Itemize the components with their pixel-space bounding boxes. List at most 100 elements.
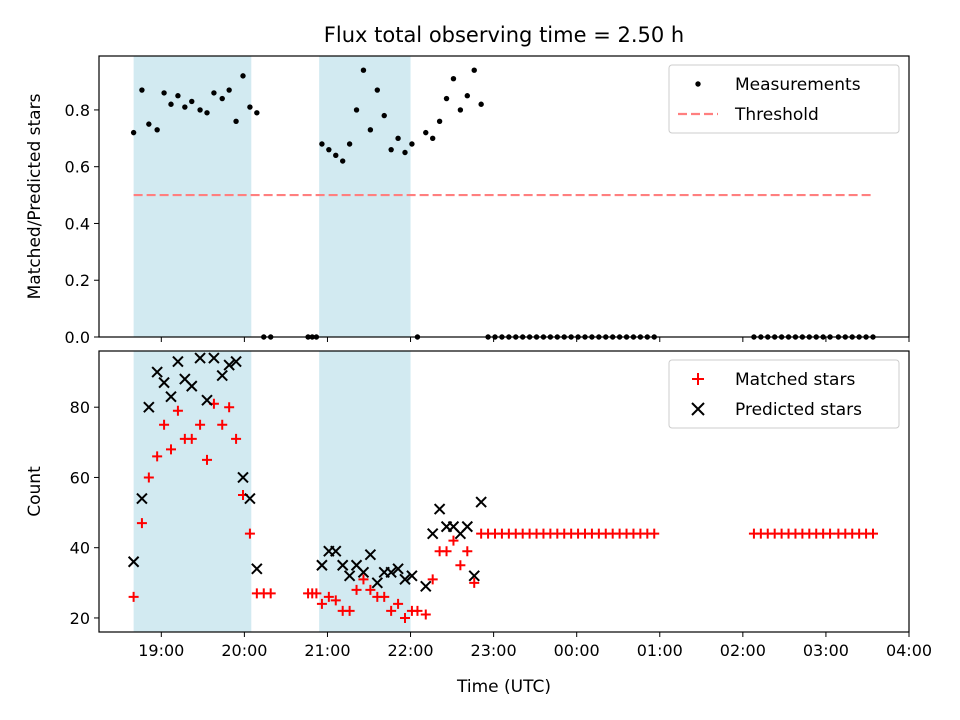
matched-star-point	[195, 419, 206, 430]
measurement-point	[319, 141, 325, 147]
matched-star-point	[469, 577, 480, 588]
predicted-star-point	[316, 559, 328, 571]
x-tick-label: 01:00	[637, 641, 683, 660]
measurement-point	[240, 73, 246, 79]
predicted-star-point	[186, 380, 198, 392]
legend-marker-cross	[691, 402, 705, 416]
legend-label: Matched stars	[735, 370, 855, 390]
x-tick-label: 04:00	[886, 641, 932, 660]
measurement-point	[168, 101, 174, 107]
matched-star-point	[441, 546, 452, 557]
measurement-point	[478, 101, 484, 107]
observing-window-band	[133, 351, 252, 632]
predicted-star-point	[244, 492, 256, 505]
matched-star-point	[427, 574, 438, 585]
matched-star-point	[330, 595, 341, 606]
measurement-point	[464, 93, 471, 99]
matched-star-point	[379, 591, 390, 602]
x-tick-label: 02:00	[720, 641, 766, 660]
predicted-star-point	[392, 563, 404, 575]
matched-star-point	[412, 605, 423, 616]
predicted-star-point	[143, 401, 155, 413]
matched-star-point	[231, 433, 242, 444]
y-tick-label: 40	[70, 539, 90, 558]
predicted-star-point	[194, 352, 206, 364]
measurement-point	[381, 112, 387, 119]
predicted-star-point	[357, 566, 370, 578]
measurement-point	[402, 149, 408, 156]
predicted-star-point	[237, 471, 249, 484]
observing-window-band	[133, 56, 252, 337]
legend-label: Predicted stars	[735, 400, 862, 420]
predicted-star-point	[461, 520, 474, 533]
matched-star-point	[455, 560, 466, 571]
measurement-point	[204, 110, 210, 116]
y-tick-label: 0.6	[65, 158, 90, 177]
predicted-star-point	[336, 559, 349, 571]
matched-star-point	[393, 598, 404, 609]
predicted-star-point	[343, 570, 356, 582]
matched-star-point	[152, 451, 163, 462]
predicted-star-point	[385, 566, 397, 578]
plot-frame	[98, 55, 910, 338]
measurement-point	[326, 146, 332, 153]
matched-star-point	[311, 588, 322, 599]
matched-star-point	[649, 528, 660, 539]
y-tick-label: 60	[70, 468, 90, 487]
predicted-star-point	[223, 359, 235, 371]
legend-marker-plus	[692, 373, 704, 385]
measurement-point	[436, 118, 443, 124]
measurement-point	[233, 118, 239, 124]
measurement-point	[360, 67, 367, 73]
matched-star-point	[217, 419, 228, 430]
x-tick-label: 22:00	[387, 641, 433, 660]
matched-star-point	[186, 433, 197, 444]
legend-label: Measurements	[735, 75, 861, 95]
measurement-point	[161, 90, 167, 96]
measurement-point	[353, 107, 360, 113]
predicted-star-point	[172, 355, 184, 368]
measurement-point	[423, 129, 429, 136]
matched-star-point	[224, 402, 235, 413]
predicted-star-point	[151, 366, 163, 378]
matched-star-point	[386, 605, 397, 616]
measurement-point	[226, 87, 232, 93]
predicted-star-point	[136, 492, 148, 505]
predicted-star-point	[208, 352, 220, 364]
legend-label: Threshold	[734, 105, 819, 125]
legend-box	[668, 64, 900, 134]
measurement-point	[388, 146, 394, 153]
measurement-point	[211, 90, 217, 96]
matched-star-point	[448, 535, 459, 546]
measurement-point	[175, 93, 181, 99]
measurement-point	[346, 141, 353, 147]
predicted-star-point	[399, 573, 411, 586]
predicted-star-point	[426, 527, 439, 540]
x-tick-label: 19:00	[138, 641, 184, 660]
measurement-point	[146, 121, 152, 127]
x-axis-label: Time (UTC)	[456, 677, 551, 697]
measurement-point	[219, 95, 225, 102]
matched-star-point	[351, 584, 362, 595]
matched-star-point	[244, 528, 255, 539]
matched-star-point	[265, 588, 276, 599]
chart-title: Flux total observing time = 2.50 h	[324, 23, 684, 47]
predicted-star-point	[165, 390, 177, 403]
matched-star-point	[202, 454, 212, 465]
y-tick-label: 0.8	[65, 101, 90, 120]
predicted-star-point	[475, 496, 487, 508]
measurement-point	[450, 76, 457, 82]
plot-frame	[98, 350, 910, 633]
predicted-star-point	[330, 545, 342, 557]
matched-star-point	[172, 405, 183, 416]
y-tick-label: 80	[70, 398, 90, 417]
matched-star-point	[159, 419, 170, 430]
y-tick-label: 0.2	[65, 271, 90, 290]
measurement-point	[333, 152, 339, 159]
top-panel: 0.0 0.2 0.4 0.6 0.8 Matched/Predicted stars Me…	[25, 55, 910, 347]
y-tick-label: 20	[70, 609, 90, 628]
measurement-point	[154, 127, 160, 133]
x-tick-label: 21:00	[304, 641, 350, 660]
measurement-point	[429, 135, 436, 142]
observing-window-band	[319, 56, 411, 337]
